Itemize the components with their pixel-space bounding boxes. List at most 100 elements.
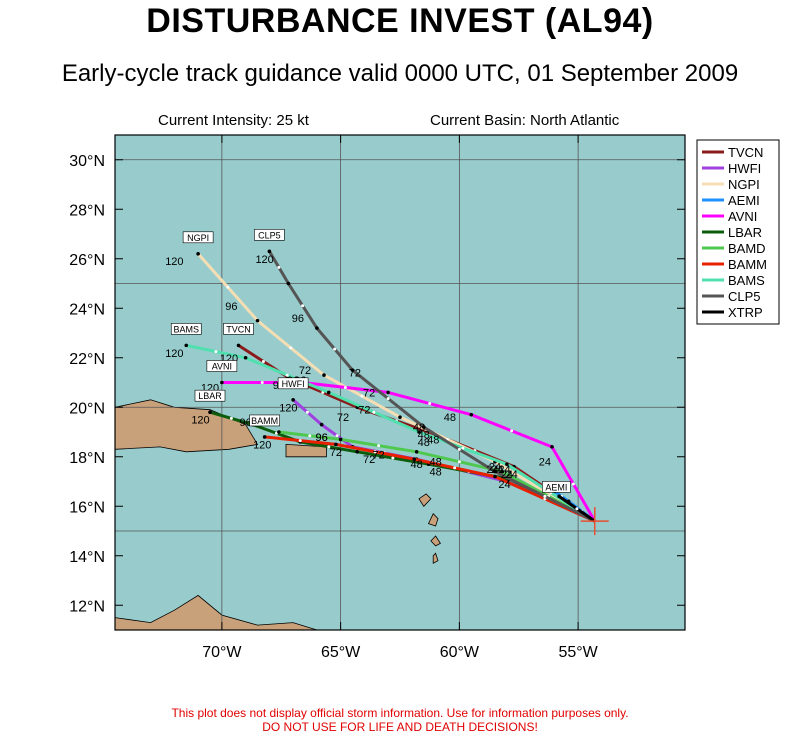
legend-entry: LBAR <box>728 225 762 240</box>
forecast-hour-label: 120 <box>191 415 209 427</box>
forecast-hour-label: 48 <box>430 467 442 479</box>
forecast-hour-label: 48 <box>430 457 442 469</box>
model-label-box <box>249 414 280 427</box>
y-tick-label: 18°N <box>69 450 105 467</box>
forecast-hour-label: 72 <box>363 387 375 399</box>
track-point <box>398 415 402 419</box>
legend-entry: AVNI <box>728 209 757 224</box>
model-label-hwfi: HWFI <box>282 379 305 389</box>
model-label-lbar: LBAR <box>198 391 222 401</box>
track-tick <box>298 439 302 443</box>
y-tick-label: 24°N <box>69 301 105 318</box>
model-label-box <box>182 231 214 244</box>
track-point <box>557 494 561 499</box>
track-tick <box>377 444 381 448</box>
legend-entry: CLP5 <box>728 289 761 304</box>
model-label-ngpi: NGPI <box>187 233 209 243</box>
forecast-hour-label: 24 <box>498 464 510 476</box>
model-label-box <box>170 323 202 335</box>
track-tick <box>391 456 395 460</box>
y-tick-label: 26°N <box>69 252 105 269</box>
track-tick <box>285 373 289 377</box>
track-point <box>196 252 200 256</box>
map-layer: 2448729612024487296120244872961202448729… <box>115 135 685 630</box>
track-tick <box>543 494 547 498</box>
track-point <box>355 450 360 454</box>
forecast-hour-label: 24 <box>539 457 551 469</box>
disclaimer-line-1: This plot does not display official stor… <box>171 706 629 720</box>
forecast-hour-label: 72 <box>349 368 361 380</box>
track-tick <box>343 385 347 389</box>
model-label-bamm: BAMM <box>251 416 278 426</box>
forecast-hour-label: 72 <box>363 454 375 466</box>
track-point <box>326 390 331 395</box>
track-point <box>315 326 319 330</box>
land-polygon <box>115 594 318 630</box>
track-point <box>350 368 355 372</box>
land-polygon <box>285 443 327 458</box>
model-label-box <box>206 360 238 372</box>
track-tick <box>373 450 377 454</box>
x-tick-label: 70°W <box>202 644 242 661</box>
land-polygon <box>418 493 432 507</box>
forecast-hour-label: 24 <box>491 464 503 476</box>
track-tick <box>335 434 339 438</box>
track-point <box>386 390 390 395</box>
forecast-hour-label: 48 <box>444 412 456 424</box>
track-tick <box>457 447 461 451</box>
model-label-box <box>194 389 226 402</box>
track-tick <box>428 402 432 406</box>
track-tick <box>571 482 575 486</box>
model-label-tvcn: TVCN <box>226 324 251 334</box>
model-label-box <box>254 229 285 241</box>
track-point <box>550 445 554 449</box>
plot-frame <box>114 134 686 631</box>
forecast-hour-label: 72 <box>299 365 311 377</box>
forecast-hour-label: 24 <box>487 464 499 476</box>
track-point <box>319 422 324 427</box>
track-point <box>243 355 248 360</box>
track-tick <box>372 410 376 414</box>
track-tick <box>261 359 265 363</box>
x-tick-label: 55°W <box>558 644 598 661</box>
y-tick-label: 12°N <box>69 598 105 615</box>
forecast-hour-label: 72 <box>337 412 349 424</box>
model-label-aemi: AEMI <box>545 482 567 492</box>
land-polygon <box>430 535 441 547</box>
forecast-hour-label: 48 <box>418 437 430 449</box>
ocean-background <box>115 135 685 630</box>
forecast-hour-label: 120 <box>165 348 183 360</box>
forecast-hour-label: 120 <box>255 254 273 266</box>
land-polygon <box>432 552 439 564</box>
track-point <box>236 343 241 348</box>
model-label-box <box>542 481 571 493</box>
forecast-hour-label: 24 <box>489 462 501 474</box>
track-tick <box>301 304 305 308</box>
track-point <box>417 430 421 434</box>
legend-entry: BAMS <box>728 273 765 288</box>
y-tick-label: 30°N <box>69 153 105 170</box>
model-label-bams: BAMS <box>173 324 199 334</box>
track-point <box>505 462 509 466</box>
track-point <box>255 318 260 323</box>
y-tick-label: 22°N <box>69 351 105 368</box>
model-label-avni: AVNI <box>212 362 232 372</box>
legend-entry: BAMM <box>728 257 767 272</box>
forecast-hour-label: 72 <box>373 449 385 461</box>
track-point <box>493 474 497 479</box>
current-basin-label: Current Basin: North Atlantic <box>430 112 620 129</box>
forecast-hour-label: 72 <box>358 405 370 417</box>
forecast-hour-label: 48 <box>411 459 423 471</box>
forecast-hour-label: 48 <box>427 434 439 446</box>
track-tick <box>305 410 309 414</box>
forecast-hour-label: 96 <box>316 432 328 444</box>
forecast-hour-label: 96 <box>292 313 304 325</box>
forecast-hour-label: 96 <box>316 432 328 444</box>
track-tick <box>457 460 461 464</box>
forecast-hour-label: 24 <box>506 469 518 481</box>
current-intensity-label: Current Intensity: 25 kt <box>158 112 309 129</box>
x-tick-label: 60°W <box>440 644 480 661</box>
track-point <box>291 398 295 402</box>
model-label-clp5: CLP5 <box>258 230 281 240</box>
